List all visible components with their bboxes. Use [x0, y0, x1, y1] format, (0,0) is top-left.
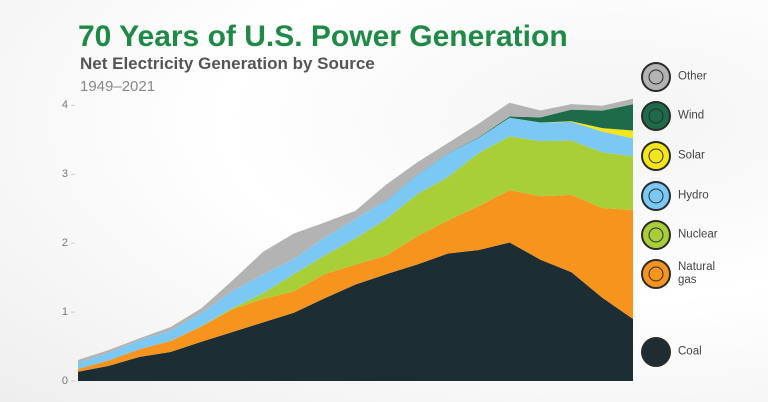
area — [78, 136, 633, 369]
legend-label: Hydro — [678, 189, 709, 202]
y-tick-label: 2 — [62, 237, 68, 249]
legend-icon-inner — [648, 344, 664, 360]
legend-label: Natural gas — [678, 261, 716, 286]
legend-icon-inner — [648, 188, 664, 204]
y-tick-label: 3 — [62, 168, 68, 180]
legend-icon — [641, 101, 671, 131]
legend-icon — [641, 259, 671, 289]
legend-icon-inner — [648, 266, 664, 282]
legend-icon — [641, 62, 671, 92]
legend-label: Nuclear — [678, 228, 718, 241]
area — [78, 117, 633, 369]
area — [78, 190, 633, 372]
legend-icon-inner — [648, 69, 664, 85]
legend-icon — [641, 337, 671, 367]
legend-label: Wind — [678, 109, 705, 122]
area — [78, 98, 633, 363]
legend-icon-inner — [648, 227, 664, 243]
area — [78, 242, 633, 381]
legend-icon — [641, 181, 671, 211]
y-tick-label: 4 — [62, 99, 68, 111]
chart-period: 1949–2021 — [80, 78, 155, 95]
legend-icon-inner — [648, 108, 664, 124]
legend-icon-inner — [648, 148, 664, 164]
legend-icon — [641, 141, 671, 171]
legend-label: Coal — [678, 345, 702, 358]
legend-label: Other — [678, 70, 707, 83]
legend-icon — [641, 220, 671, 250]
chart-title: 70 Years of U.S. Power Generation — [78, 20, 568, 53]
y-tick-label: 0 — [62, 375, 68, 387]
y-tick-label: 1 — [62, 306, 68, 318]
chart-subtitle: Net Electricity Generation by Source — [80, 54, 375, 73]
legend-label: Solar — [678, 149, 705, 162]
